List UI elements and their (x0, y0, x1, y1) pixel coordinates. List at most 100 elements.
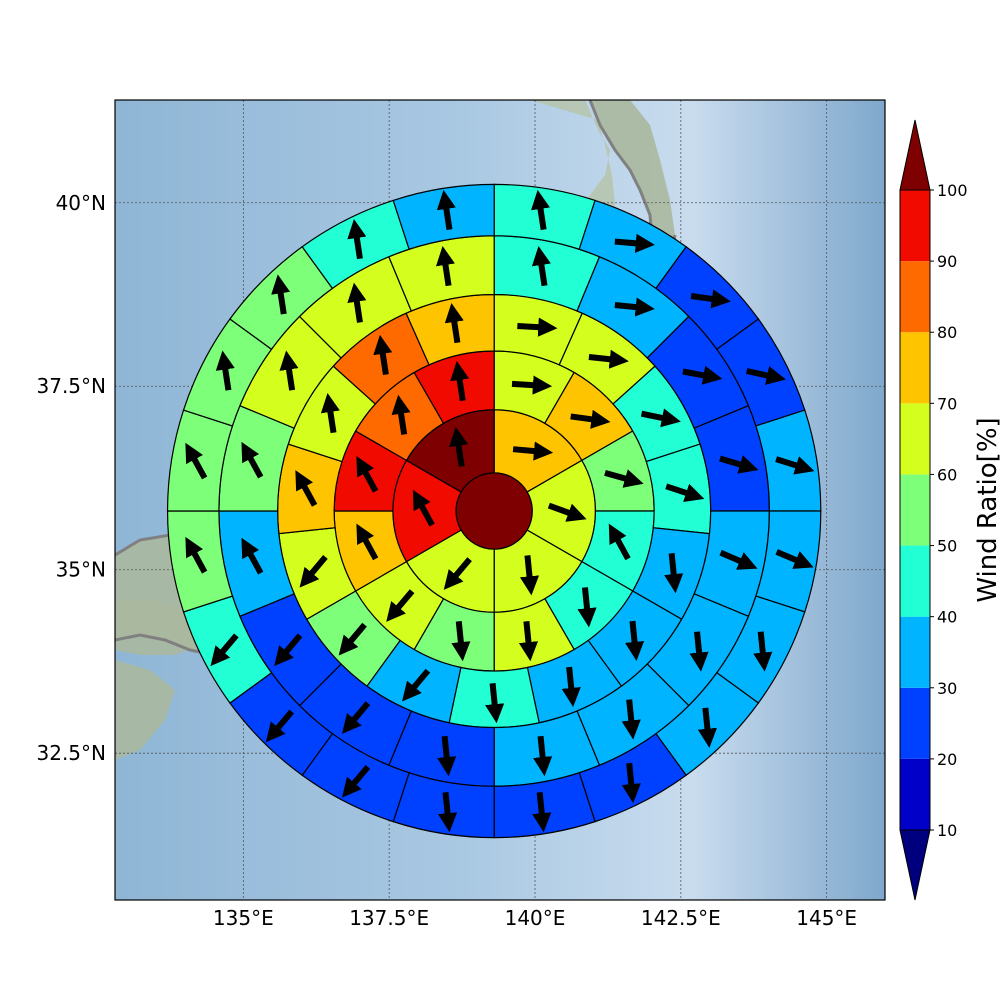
colorbar-tick-labels: 10 20 30 40 50 60 70 80 90 100 (930, 181, 968, 840)
wind-arrow-r4-s4 (719, 549, 758, 570)
wind-arrow-r5-s5 (775, 549, 814, 569)
wind-arrow-r5-s9 (532, 792, 552, 833)
wind-arrow-r5-s16 (215, 350, 235, 391)
wind-arrow-r5-s0 (531, 189, 550, 231)
colorbar-band-7 (900, 261, 930, 333)
wind-arrow-r3-s0 (517, 317, 558, 337)
sector-r5-s19 (392, 183, 495, 251)
wind-arrow-r5-s18 (347, 219, 367, 260)
wind-arrow-r2-s10 (391, 394, 411, 435)
wind-arrow-r5-s12 (265, 709, 294, 743)
lat-tick-label-0: 40°N (56, 191, 106, 215)
wind-arrow-r4-s13 (279, 350, 299, 391)
colorbar-band-6 (900, 332, 930, 404)
wind-arrow-r2-s2 (604, 469, 644, 488)
wind-arrow-r3-s10 (299, 555, 328, 588)
wind-arrow-r4-s2 (682, 365, 723, 385)
wind-arrow-r1-s0 (512, 441, 554, 461)
land-shikoku (115, 600, 205, 655)
wind-arrow-r2-s9 (356, 455, 379, 493)
colorbar-under-triangle (899, 829, 931, 901)
wind-arrow-r4-s5 (689, 631, 709, 672)
colorbar-over-triangle (899, 119, 931, 191)
wind-arrow-r5-s1 (614, 233, 655, 253)
wind-arrow-r1-s1 (547, 502, 587, 522)
lon-tick-label-2: 140°E (505, 906, 566, 930)
wind-arrow-r3-s5 (625, 620, 645, 662)
wind-arrow-r4-s12 (241, 441, 264, 479)
lon-tick-label-0: 135°E (213, 906, 274, 930)
wind-arrows (185, 189, 815, 833)
colorbar-band-5 (900, 403, 930, 475)
colorbar-label: Wind Ratio[%] (973, 417, 1000, 602)
wind-arrow-r4-s10 (274, 633, 303, 667)
wind-arrow-r2-s4 (577, 587, 597, 628)
wind-arrow-r5-s2 (690, 289, 731, 309)
wind-arrow-r1-s4 (412, 489, 435, 527)
wind-arrow-r5-s19 (436, 189, 456, 231)
lat-tick-label-1: 37.5°N (37, 374, 107, 398)
wind-arrow-r4-s7 (533, 735, 553, 777)
wind-arrow-r2-s3 (608, 523, 631, 561)
wind-arrow-r3-s11 (295, 470, 318, 507)
colorbar-tick-label-5: 60 (937, 465, 957, 484)
land-kyushu (115, 660, 175, 760)
wind-arrow-r5-s8 (621, 762, 641, 804)
lon-tick-label-4: 145°E (796, 906, 857, 930)
wind-arrow-r1-s2 (519, 555, 540, 596)
wind-arrow-r2-s6 (451, 620, 471, 662)
wind-arrow-r3-s6 (561, 666, 581, 708)
wind-arrow-r5-s6 (753, 631, 773, 672)
colorbar: 10 20 30 40 50 60 70 80 90 100 Wind Ratio[%] (899, 119, 1000, 901)
wind-arrow-r3-s1 (588, 349, 629, 369)
wind-arrow-r3-s4 (664, 552, 684, 594)
wind-arrow-r3-s3 (665, 483, 705, 503)
wind-arrow-r5-s4 (775, 456, 815, 475)
wind-arrow-r2-s5 (518, 620, 539, 662)
colorbar-band-4 (900, 474, 930, 546)
wind-arrow-r4-s3 (719, 455, 759, 474)
wind-arrow-r5-s7 (697, 707, 717, 748)
wind-arrow-r1-s5 (449, 426, 469, 467)
wind-arrow-r3-s13 (373, 334, 393, 375)
colorbar-tick-label-0: 10 (937, 821, 957, 840)
wind-arrow-r2-s7 (386, 589, 415, 622)
wind-arrow-r2-s1 (570, 409, 611, 429)
wind-arrow-r4-s15 (435, 245, 455, 287)
colorbar-frame (899, 189, 931, 831)
wind-arrow-r3-s12 (320, 392, 340, 434)
map-panel (114, 99, 886, 901)
colorbar-band-2 (900, 616, 930, 688)
wind-arrow-r2-s8 (356, 523, 379, 561)
wind-ratio-sectors (166, 183, 822, 839)
wind-arrow-r5-s15 (185, 442, 208, 480)
wind-arrow-r5-s14 (185, 536, 208, 574)
wind-arrow-r3-s8 (402, 668, 431, 702)
lon-tick-label-3: 142.5°E (641, 906, 721, 930)
wind-arrow-r3-s2 (640, 408, 681, 428)
colorbar-tick-label-7: 80 (937, 323, 957, 342)
lat-tick-label-2: 35°N (56, 558, 106, 582)
wind-arrow-r4-s1 (614, 297, 655, 317)
colorbar-tick-label-2: 30 (937, 679, 957, 698)
colorbar-band-3 (900, 545, 930, 617)
wind-arrow-r3-s7 (485, 683, 505, 724)
wind-arrow-r4-s6 (621, 699, 641, 740)
latitude-tick-labels: 40°N 37.5°N 35°N 32.5°N (37, 191, 107, 765)
wind-arrow-r5-s3 (746, 366, 786, 385)
wind-arrow-r3-s14 (444, 302, 464, 344)
colorbar-tick-label-6: 70 (937, 394, 957, 413)
wind-arrow-r5-s17 (271, 274, 291, 315)
colorbar-band-0 (900, 758, 930, 830)
longitude-tick-labels: 135°E 137.5°E 140°E 142.5°E 145°E (213, 906, 857, 930)
lat-tick-label-3: 32.5°N (37, 741, 107, 765)
wind-arrow-r5-s10 (438, 792, 458, 833)
colorbar-band-1 (900, 687, 930, 759)
lon-tick-label-1: 137.5°E (349, 906, 429, 930)
colorbar-tick-label-3: 40 (937, 608, 957, 627)
colorbar-tick-label-8: 90 (937, 252, 957, 271)
wind-arrow-r4-s0 (531, 245, 551, 287)
wind-arrow-r4-s14 (347, 282, 367, 323)
wind-arrow-r4-s11 (241, 537, 264, 575)
